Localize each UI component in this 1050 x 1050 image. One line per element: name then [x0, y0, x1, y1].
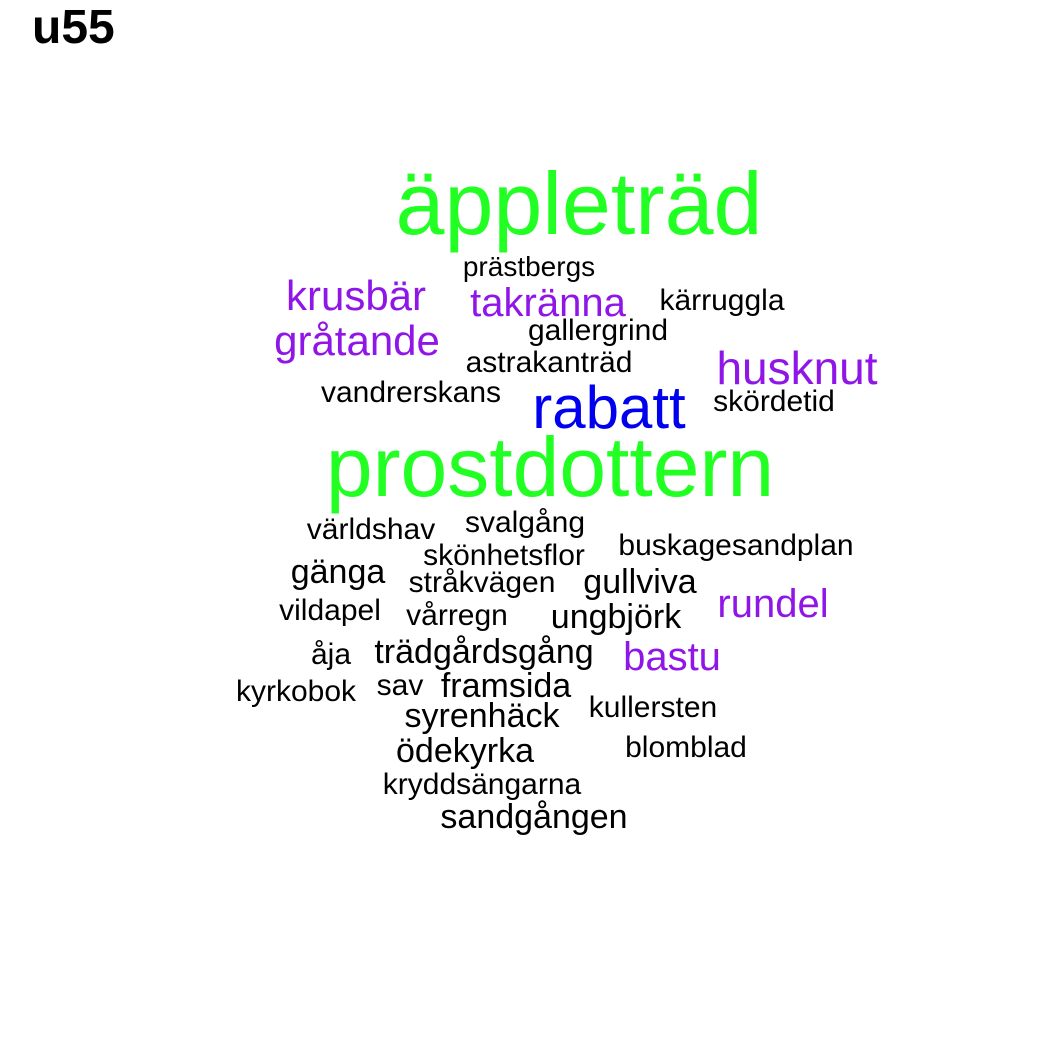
word-cloud-word: kryddsängarna [382, 768, 582, 801]
word-cloud-word: världshav [306, 513, 436, 546]
word-cloud-word: åja [310, 638, 352, 671]
word-cloud-word: buskagesandplan [618, 529, 854, 562]
word-cloud-word: skönhetsflor [423, 539, 585, 572]
word-cloud-word: skördetid [713, 385, 835, 418]
word-cloud-word: prostdottern [325, 420, 775, 514]
word-cloud-word: äppleträd [395, 154, 763, 253]
word-cloud-word: framsida [440, 667, 572, 705]
word-cloud-word: ödekyrka [396, 732, 534, 770]
word-cloud-word: svalgång [464, 506, 586, 539]
word-cloud-word: kärruggla [659, 284, 785, 317]
word-cloud-word: astrakanträd [465, 346, 633, 379]
word-cloud-word: rabatt [532, 374, 686, 441]
word-cloud-word: kullersten [588, 691, 718, 724]
word-cloud-word: krusbär [285, 272, 427, 319]
word-cloud-word: takränna [470, 281, 626, 325]
word-cloud-word: vandrerskans [320, 376, 502, 409]
word-cloud-word: stråkvägen [408, 566, 556, 599]
word-cloud-word: husknut [716, 342, 878, 394]
word-cloud-word: sandgången [440, 798, 628, 836]
word-cloud-word: vårregn [406, 599, 508, 632]
word-cloud-word: vildapel [279, 594, 381, 627]
word-cloud-word: gråtande [274, 317, 440, 364]
word-cloud-word: gallergrind [527, 314, 669, 347]
word-cloud-word: blomblad [625, 731, 747, 764]
word-cloud-word: bastu [623, 635, 721, 679]
word-cloud-word: sav [376, 669, 424, 702]
word-cloud-word: syrenhäck [404, 697, 560, 735]
word-cloud-word: kyrkobok [235, 675, 357, 708]
word-cloud-word: gullviva [583, 563, 697, 601]
page-title: u55 [32, 1, 115, 54]
word-cloud-word: rundel [717, 582, 829, 626]
word-cloud-word: prästbergs [462, 251, 596, 282]
word-cloud-word: ungbjörk [550, 598, 682, 636]
word-cloud-word: trädgårdsgång [374, 633, 594, 671]
word-cloud-word: gänga [290, 553, 386, 591]
